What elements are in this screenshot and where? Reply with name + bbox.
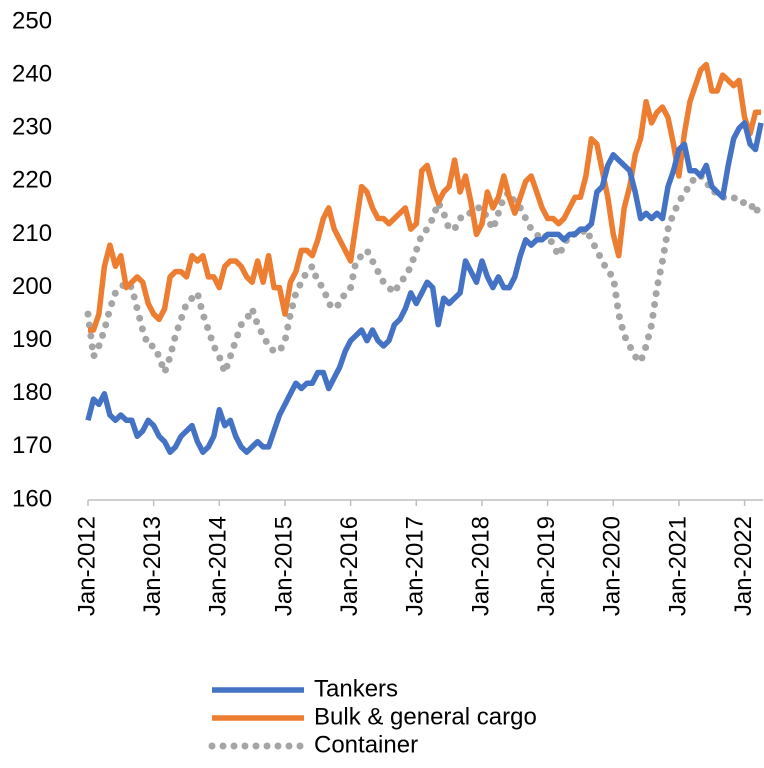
- series-line: [84, 172, 764, 384]
- y-tick-label: 250: [12, 7, 52, 34]
- y-tick-label: 180: [12, 379, 52, 406]
- y-tick-label: 160: [12, 485, 52, 512]
- x-tick-label: Jan-2016: [336, 516, 363, 616]
- x-tick-label: Jan-2018: [467, 516, 494, 616]
- x-tick-label: Jan-2014: [205, 516, 232, 616]
- x-tick-label: Jan-2019: [533, 516, 560, 616]
- y-tick-label: 220: [12, 167, 52, 194]
- y-tick-label: 170: [12, 432, 52, 459]
- legend-label: Bulk & general cargo: [314, 703, 537, 730]
- y-tick-label: 240: [12, 60, 52, 87]
- x-tick-label: Jan-2017: [402, 516, 429, 616]
- series-line: [88, 61, 761, 333]
- legend-label: Container: [314, 731, 418, 758]
- x-tick-label: Jan-2012: [73, 516, 100, 616]
- x-tick-label: Jan-2015: [270, 516, 297, 616]
- y-tick-label: 230: [12, 114, 52, 141]
- legend-label: Tankers: [314, 675, 398, 702]
- y-tick-label: 210: [12, 220, 52, 247]
- y-tick-label: 200: [12, 273, 52, 300]
- x-tick-label: Jan-2020: [599, 516, 626, 616]
- y-tick-label: 190: [12, 326, 52, 353]
- x-tick-label: Jan-2021: [664, 516, 691, 616]
- x-tick-label: Jan-2013: [139, 516, 166, 616]
- series-line: [85, 120, 764, 455]
- x-tick-label: Jan-2022: [730, 516, 757, 616]
